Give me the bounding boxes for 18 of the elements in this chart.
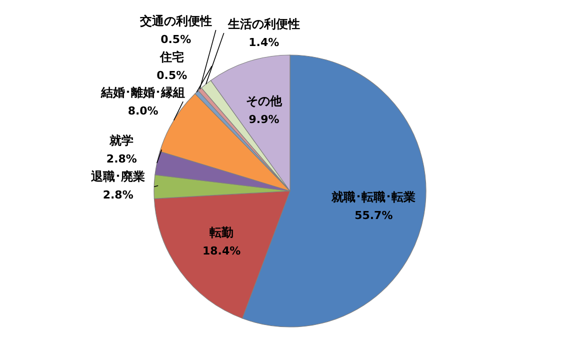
data-label: 55.7%	[354, 209, 393, 222]
slice-label: 生活の利便性	[226, 17, 300, 31]
slice-label: 転勤	[210, 225, 234, 240]
data-label: 2.8%	[106, 152, 137, 166]
slice-label: 就学	[108, 134, 134, 148]
slice-label: 退職･廃業	[90, 170, 146, 184]
data-label: 8.0%	[128, 104, 158, 118]
slice-label: 結婚･離婚･縁組	[100, 86, 186, 100]
slice-label: 就職･転職･転業	[330, 190, 416, 204]
data-label: 0.5%	[156, 68, 188, 82]
slice-label: その他	[246, 94, 283, 108]
data-label: 1.4%	[248, 36, 280, 49]
data-label: 9.9%	[248, 113, 280, 126]
data-label: 2.8%	[102, 188, 134, 202]
data-label: 0.5%	[160, 32, 192, 46]
data-label: 18.4%	[202, 244, 241, 258]
slice-label: 交通の利便性	[138, 14, 212, 28]
slice-label: 住宅	[158, 50, 184, 64]
